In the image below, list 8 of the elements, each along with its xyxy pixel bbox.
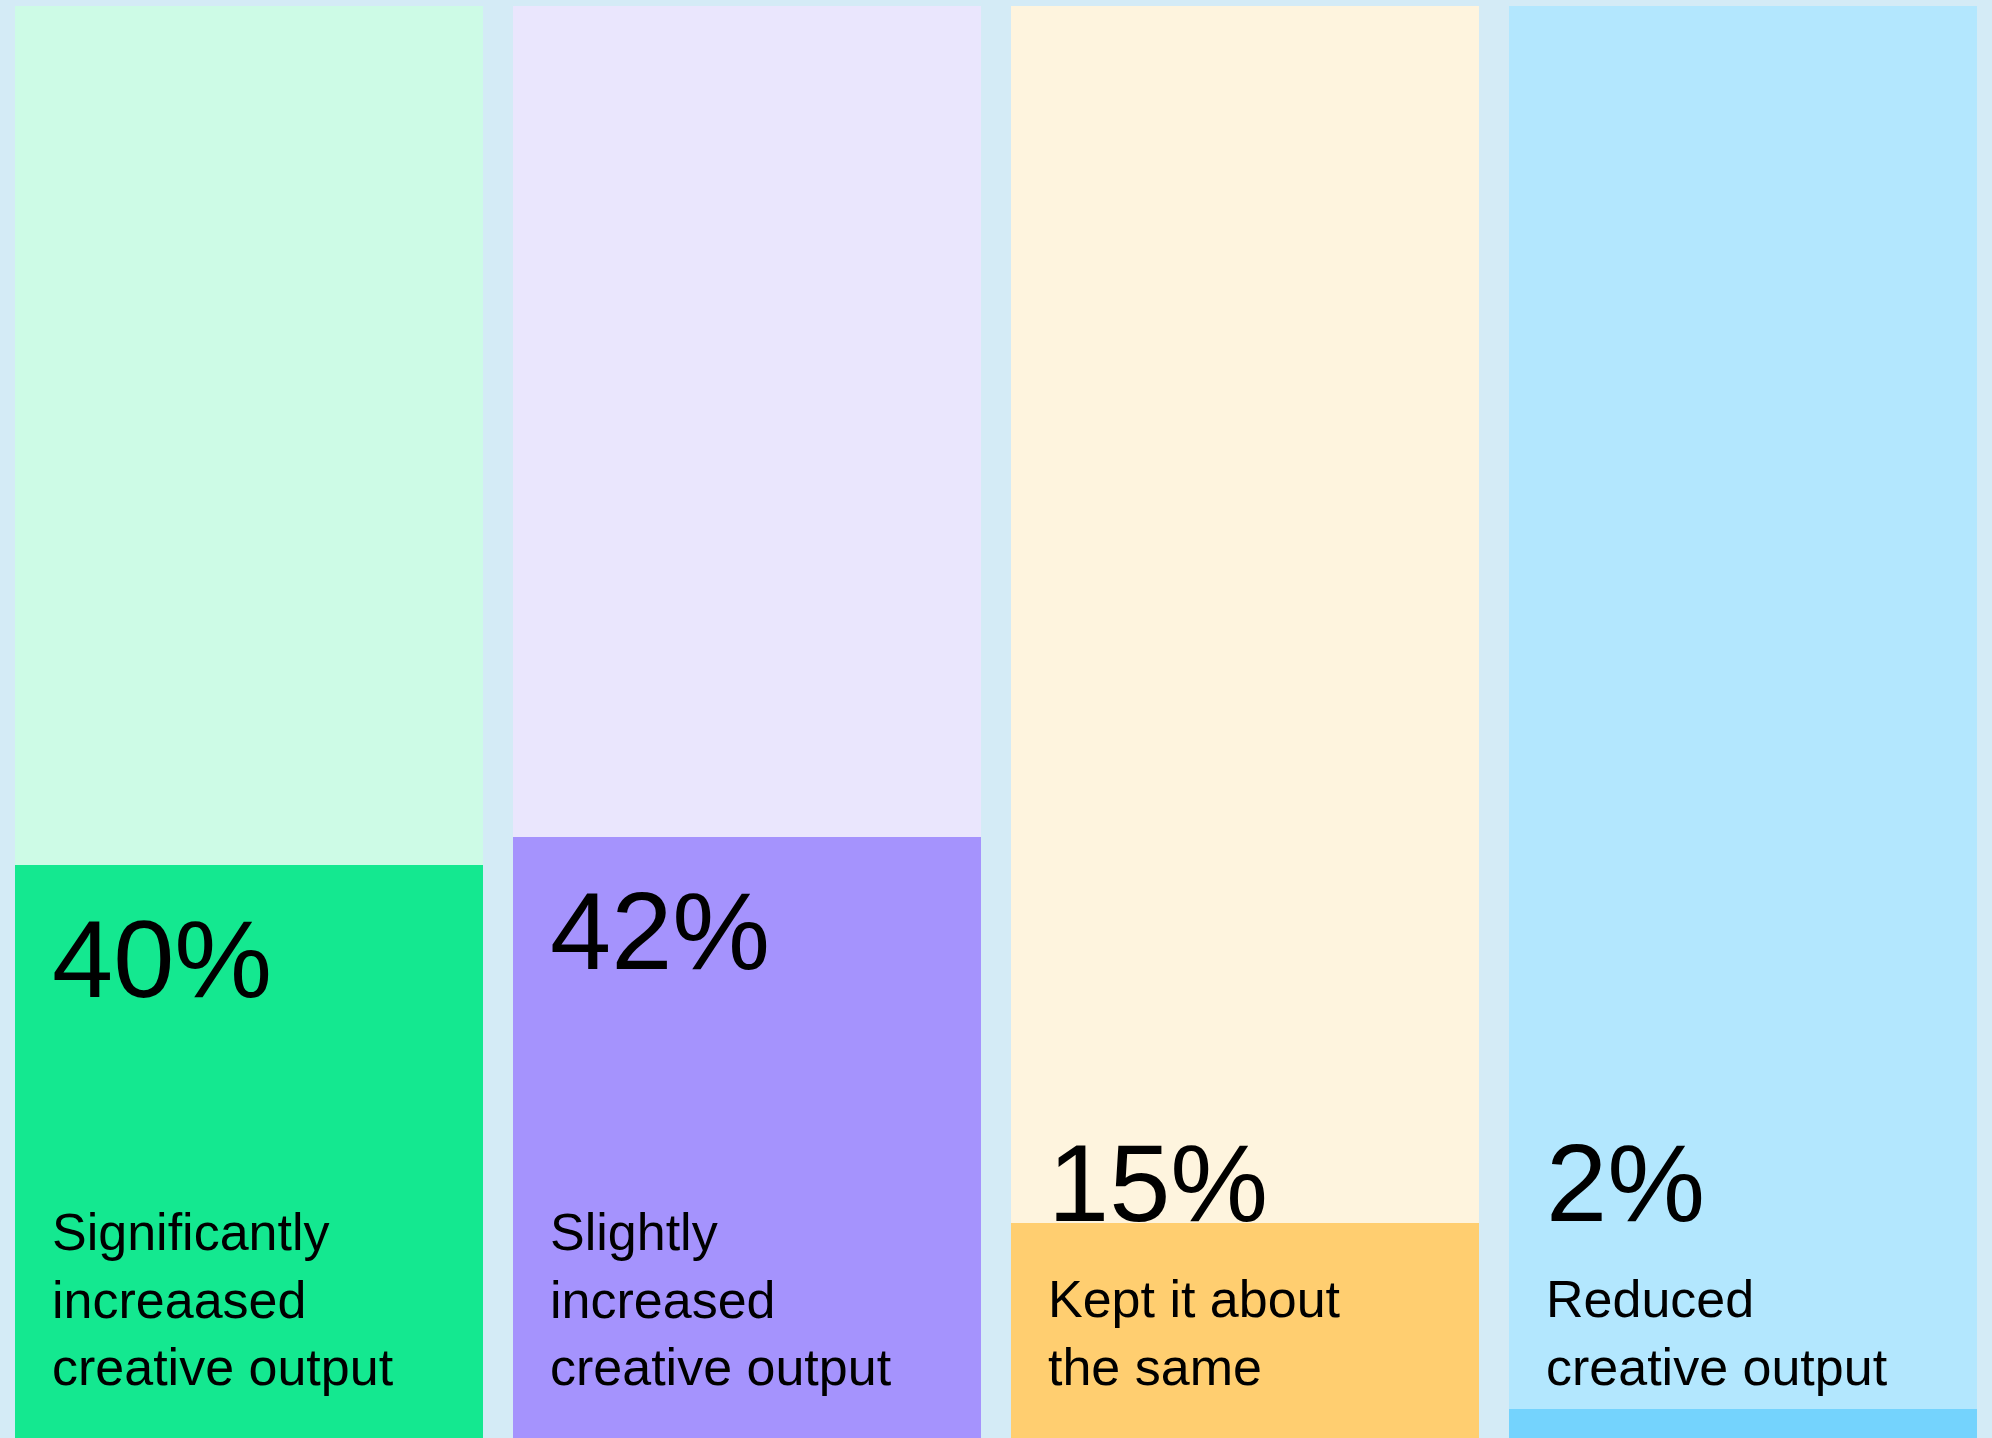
x-tick-label: Reduced creative output xyxy=(1546,1270,1888,1396)
x-tick-label: Kept it about the same xyxy=(1048,1270,1341,1396)
x-tick-label: Significantly increaased creative output xyxy=(52,1203,394,1397)
data-label: 2% xyxy=(1546,1121,1705,1244)
data-label: 15% xyxy=(1048,1121,1269,1244)
data-label: 40% xyxy=(52,897,273,1020)
data-label: 42% xyxy=(550,869,771,992)
x-tick-label: Slightly increased creative output xyxy=(550,1203,892,1397)
